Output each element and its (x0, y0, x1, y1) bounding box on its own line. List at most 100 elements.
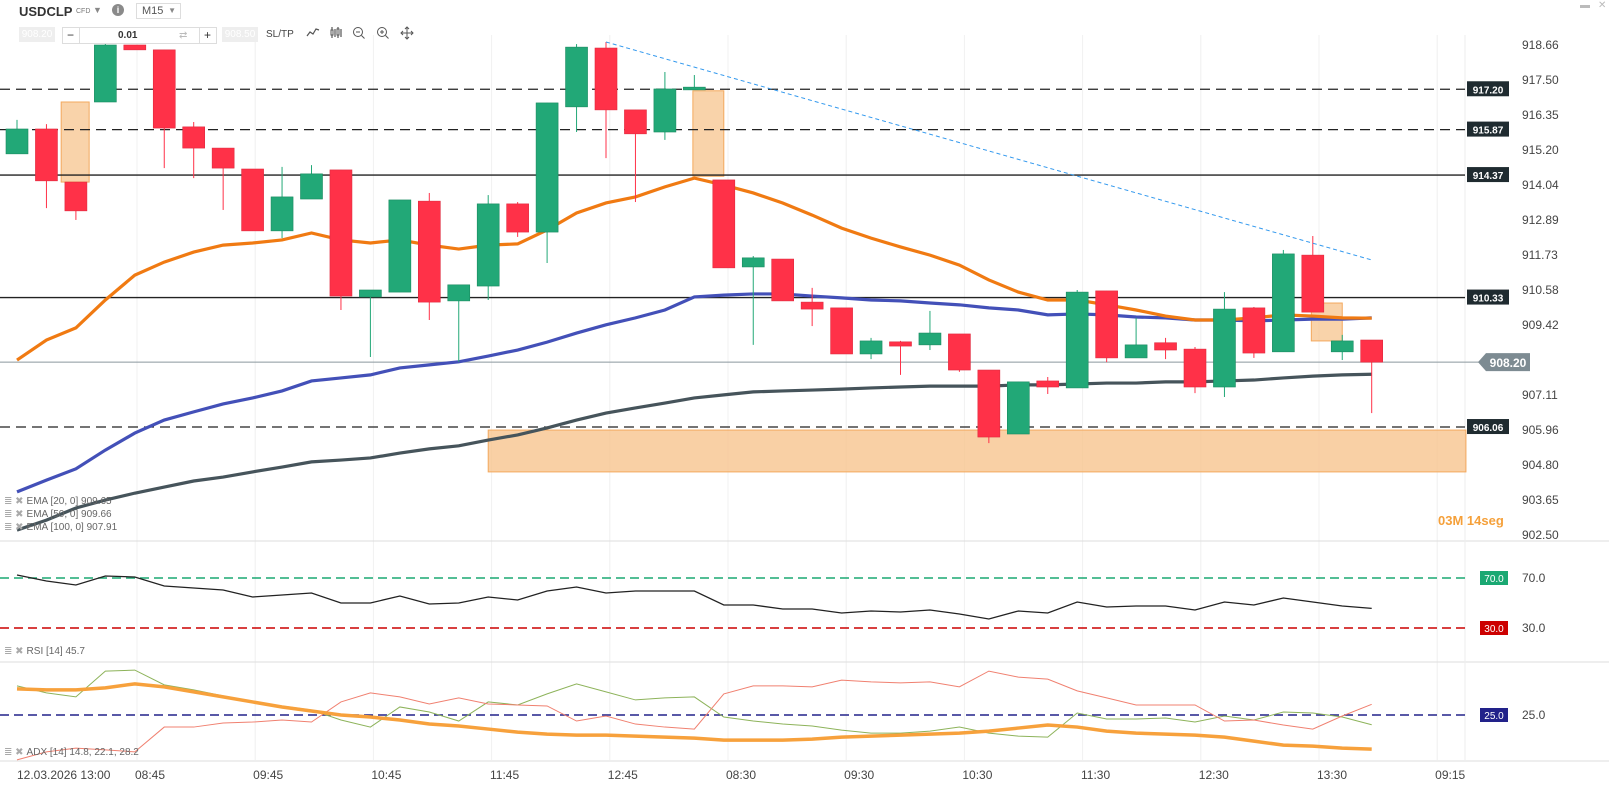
candle (565, 44, 588, 133)
time-tick-label: 10:30 (962, 768, 992, 782)
level-price-label: 915.87 (1473, 126, 1504, 137)
candle (447, 284, 471, 362)
legend-ema20[interactable]: ≣ ✖ EMA [20, 0] 909.65 (4, 496, 112, 508)
level-price-label: 917.20 (1473, 85, 1504, 96)
candle (417, 192, 441, 321)
legend-rsi[interactable]: ≣ ✖ RSI [14] 45.7 (4, 646, 85, 658)
swap-icon[interactable]: ⇄ (179, 30, 188, 41)
legend-text: EMA [50, 0] 909.66 (26, 509, 112, 520)
time-tick-label: 12:30 (1199, 768, 1229, 782)
candle (918, 310, 942, 351)
decrease-lot-button[interactable]: − (67, 28, 75, 42)
line-chart-icon[interactable] (306, 26, 320, 41)
time-tick-label: 09:15 (1435, 768, 1465, 782)
candle-body (565, 46, 588, 108)
candle-body (417, 200, 441, 303)
candle-body (1272, 253, 1295, 353)
candle-body (152, 49, 176, 129)
y-tick-label: 902.50 (1522, 528, 1559, 542)
candle (123, 44, 147, 51)
lot-stepper[interactable]: − 0.01 ⇄ + (62, 27, 217, 44)
candle-body (1006, 381, 1030, 435)
candle (624, 109, 647, 203)
minimize-icon[interactable]: ▬ (1580, 0, 1590, 11)
candle (800, 287, 824, 327)
info-icon[interactable]: i (112, 4, 124, 16)
y-tick-label: 904.80 (1522, 458, 1559, 472)
settings-icon[interactable]: ≣ ✖ (4, 747, 24, 758)
buy-price-button[interactable]: 908.50 (222, 27, 258, 42)
candle-body (1095, 290, 1118, 359)
candle (535, 102, 559, 264)
candle (1213, 292, 1236, 398)
zoom-in-icon[interactable] (376, 26, 390, 43)
increase-lot-button[interactable]: + (204, 28, 212, 42)
zoom-out-icon[interactable] (352, 26, 366, 43)
settings-icon[interactable]: ≣ ✖ (4, 509, 24, 520)
candle-body (94, 44, 117, 103)
instrument-type: CFD (76, 8, 91, 15)
candle (1065, 289, 1089, 389)
move-icon[interactable] (400, 26, 414, 43)
trade-toolbar: USDCLP CFD ▼ i M15 ▼ 908.20 − 0.01 ⇄ + 90… (0, 0, 470, 46)
y-tick-label: 909.42 (1522, 318, 1559, 332)
current-price-label: 908.20 (1490, 356, 1527, 370)
highlight-zone (692, 90, 725, 177)
candle-body (948, 333, 971, 371)
legend-ema100[interactable]: ≣ ✖ EMA [100, 0] 907.91 (4, 522, 117, 534)
sltp-button[interactable]: SL/TP (266, 29, 294, 40)
candle-body (506, 203, 529, 233)
y-tick-label: 907.11 (1522, 388, 1558, 402)
candle (329, 169, 353, 310)
level-price-tag (1467, 121, 1509, 137)
level-price-tag (1467, 419, 1509, 435)
candle (152, 49, 176, 169)
close-icon[interactable]: ✕ (1598, 0, 1607, 11)
legend-text: EMA [20, 0] 909.65 (26, 496, 112, 507)
lot-size-value[interactable]: 0.01 (118, 30, 138, 41)
candles-icon[interactable] (330, 26, 344, 42)
candle-body (123, 44, 147, 51)
candle-body (447, 284, 471, 302)
legend-text: ADX [14] 14.8, 22.1, 28.2 (26, 747, 139, 758)
level-price-tag (1467, 167, 1509, 183)
candle-body (359, 289, 382, 298)
legend-ema50[interactable]: ≣ ✖ EMA [50, 0] 909.66 (4, 509, 112, 521)
candle (594, 41, 618, 159)
candle-body (1360, 339, 1383, 363)
level-price-label: 910.33 (1473, 294, 1504, 305)
time-tick-label: 09:30 (844, 768, 874, 782)
time-tick-label: 12.03.2026 13:00 (17, 768, 111, 782)
symbol-name[interactable]: USDCLP (19, 4, 73, 19)
candle (94, 40, 117, 103)
candle-body (683, 86, 706, 91)
ema100-line (16, 372, 1372, 532)
sell-price-button[interactable]: 908.20 (19, 27, 55, 42)
candle-body (5, 128, 29, 155)
settings-icon[interactable]: ≣ ✖ (4, 496, 24, 507)
level-price-tag (1467, 289, 1509, 305)
countdown-minutes: 03M (1438, 513, 1464, 528)
candle-body (1213, 308, 1236, 388)
minus-di-line (16, 670, 1372, 761)
candle (1036, 377, 1060, 394)
settings-icon[interactable]: ≣ ✖ (4, 646, 24, 657)
y-tick-label: 905.96 (1522, 423, 1559, 437)
y-tick-label: 918.66 (1522, 38, 1559, 52)
chevron-down-icon[interactable]: ▼ (93, 5, 102, 15)
candle-body (712, 179, 736, 269)
candle-body (1301, 254, 1325, 313)
timeframe-select[interactable]: M15 ▼ (136, 3, 181, 19)
adx-level-tag (1480, 708, 1508, 722)
candle (506, 202, 529, 237)
level-price-label: 914.37 (1473, 171, 1504, 182)
legend-adx[interactable]: ≣ ✖ ADX [14] 14.8, 22.1, 28.2 (4, 747, 139, 759)
candle-body (1065, 291, 1089, 389)
candle-countdown: 03M 14seg (1438, 513, 1504, 528)
settings-icon[interactable]: ≣ ✖ (4, 522, 24, 533)
candle (182, 122, 205, 179)
candle (1330, 334, 1354, 361)
level-price-tag (1467, 81, 1509, 97)
rsi-line (16, 574, 1372, 620)
